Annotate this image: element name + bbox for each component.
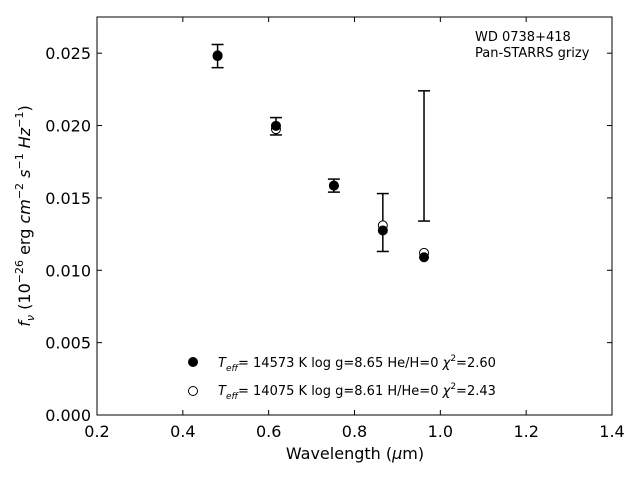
model-point-filled [377, 225, 388, 236]
chart-marks [211, 43, 431, 263]
y-tick-label: 0.005 [45, 334, 91, 353]
y-tick-label: 0.025 [45, 44, 91, 63]
x-tick-label: 1.4 [599, 422, 624, 441]
y-axis-label: fν (10−26 erg cm−2 s−1 Hz−1) [13, 105, 37, 326]
legend-marker-filled [188, 357, 198, 367]
y-tick-label: 0.000 [45, 406, 91, 425]
legend: Teff= 14573 K log g=8.65 He/H=0 χ2=2.60 … [188, 354, 496, 402]
x-axis-label: Wavelength (μm) [286, 444, 424, 463]
annotation-line-1: WD 0738+418 [475, 30, 571, 45]
x-tick-label: 0.8 [342, 422, 367, 441]
legend-entry-1: Teff= 14573 K log g=8.65 He/H=0 χ2=2.60 [218, 354, 496, 374]
x-tick-label: 1.2 [513, 422, 538, 441]
x-tick-label: 0.2 [84, 422, 109, 441]
annotation-line-2: Pan-STARRS grizy [475, 46, 590, 61]
legend-entry-2: Teff= 14075 K log g=8.61 H/He=0 χ2=2.43 [218, 382, 496, 402]
y-tick-label: 0.010 [45, 261, 91, 280]
model-point-filled [212, 50, 223, 61]
legend-marker-open [188, 386, 198, 396]
y-tick-label: 0.020 [45, 117, 91, 136]
model-point-filled [270, 120, 281, 131]
x-tick-label: 0.4 [170, 422, 195, 441]
x-tick-label: 1.0 [428, 422, 453, 441]
x-tick-label: 0.6 [256, 422, 281, 441]
model-point-filled [328, 180, 339, 191]
x-axis-ticks: 0.2 0.4 0.6 0.8 1.0 1.2 1.4 [84, 17, 625, 441]
y-tick-label: 0.015 [45, 189, 91, 208]
model-point-filled [419, 252, 430, 263]
y-axis-ticks: 0.000 0.005 0.010 0.015 0.020 0.025 [45, 44, 612, 425]
